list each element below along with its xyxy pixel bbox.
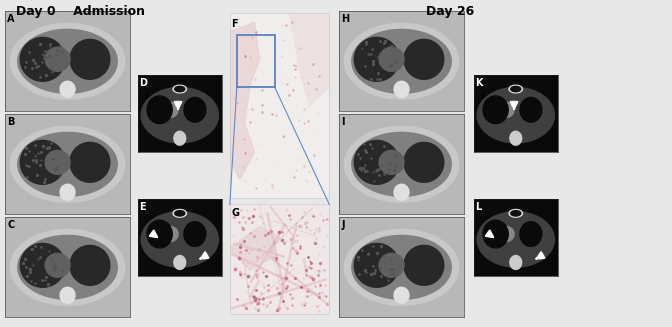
- Polygon shape: [352, 29, 451, 93]
- Polygon shape: [354, 37, 399, 81]
- Polygon shape: [175, 211, 185, 216]
- Polygon shape: [354, 140, 399, 184]
- Polygon shape: [509, 85, 523, 93]
- Text: E: E: [139, 202, 146, 212]
- Polygon shape: [379, 150, 404, 174]
- Polygon shape: [184, 222, 206, 246]
- Polygon shape: [290, 13, 329, 105]
- Polygon shape: [520, 97, 542, 122]
- Bar: [237, 35, 275, 87]
- Text: G: G: [231, 208, 239, 218]
- Polygon shape: [394, 287, 409, 303]
- Text: H: H: [341, 14, 349, 25]
- Polygon shape: [174, 256, 185, 269]
- Polygon shape: [379, 47, 404, 71]
- Polygon shape: [354, 243, 399, 287]
- Polygon shape: [404, 39, 444, 79]
- Polygon shape: [477, 212, 554, 267]
- Polygon shape: [497, 226, 514, 242]
- Polygon shape: [344, 230, 459, 305]
- Text: I: I: [341, 117, 345, 128]
- Polygon shape: [18, 132, 117, 196]
- Polygon shape: [352, 235, 451, 299]
- Polygon shape: [10, 230, 125, 305]
- Text: Day 26: Day 26: [426, 5, 474, 18]
- Polygon shape: [60, 287, 75, 303]
- Text: C: C: [7, 220, 15, 231]
- Text: K: K: [475, 77, 482, 88]
- Polygon shape: [45, 47, 70, 71]
- Polygon shape: [404, 142, 444, 182]
- Text: F: F: [231, 19, 238, 29]
- Polygon shape: [520, 222, 542, 246]
- Polygon shape: [20, 243, 65, 287]
- Text: B: B: [7, 117, 15, 128]
- Polygon shape: [404, 245, 444, 285]
- Polygon shape: [161, 102, 178, 117]
- Polygon shape: [394, 184, 409, 200]
- Polygon shape: [379, 253, 404, 277]
- Polygon shape: [230, 22, 259, 179]
- Polygon shape: [509, 210, 523, 217]
- Polygon shape: [18, 29, 117, 93]
- Polygon shape: [141, 88, 218, 143]
- Text: A: A: [7, 14, 15, 25]
- Polygon shape: [45, 150, 70, 174]
- Polygon shape: [477, 88, 554, 143]
- Polygon shape: [173, 85, 186, 93]
- Polygon shape: [483, 96, 508, 124]
- Polygon shape: [510, 131, 521, 145]
- Polygon shape: [174, 131, 185, 145]
- Polygon shape: [352, 132, 451, 196]
- Polygon shape: [497, 102, 514, 117]
- Polygon shape: [60, 184, 75, 200]
- Polygon shape: [141, 212, 218, 267]
- Polygon shape: [511, 86, 521, 92]
- Polygon shape: [161, 226, 178, 242]
- Polygon shape: [175, 86, 185, 92]
- Polygon shape: [511, 211, 521, 216]
- Polygon shape: [18, 235, 117, 299]
- Text: Day 0    Admission: Day 0 Admission: [16, 5, 145, 18]
- Polygon shape: [20, 37, 65, 81]
- Polygon shape: [70, 142, 110, 182]
- Polygon shape: [344, 127, 459, 202]
- Text: L: L: [475, 202, 481, 212]
- Text: J: J: [341, 220, 345, 231]
- Polygon shape: [147, 96, 172, 124]
- Polygon shape: [147, 220, 172, 248]
- Polygon shape: [10, 24, 125, 99]
- Polygon shape: [184, 97, 206, 122]
- Polygon shape: [173, 210, 186, 217]
- Polygon shape: [70, 39, 110, 79]
- Polygon shape: [344, 24, 459, 99]
- Polygon shape: [20, 140, 65, 184]
- Polygon shape: [510, 256, 521, 269]
- Polygon shape: [230, 226, 280, 270]
- Polygon shape: [60, 81, 75, 97]
- Text: D: D: [139, 77, 147, 88]
- Polygon shape: [45, 253, 70, 277]
- Polygon shape: [10, 127, 125, 202]
- Polygon shape: [483, 220, 508, 248]
- Polygon shape: [394, 81, 409, 97]
- Polygon shape: [70, 245, 110, 285]
